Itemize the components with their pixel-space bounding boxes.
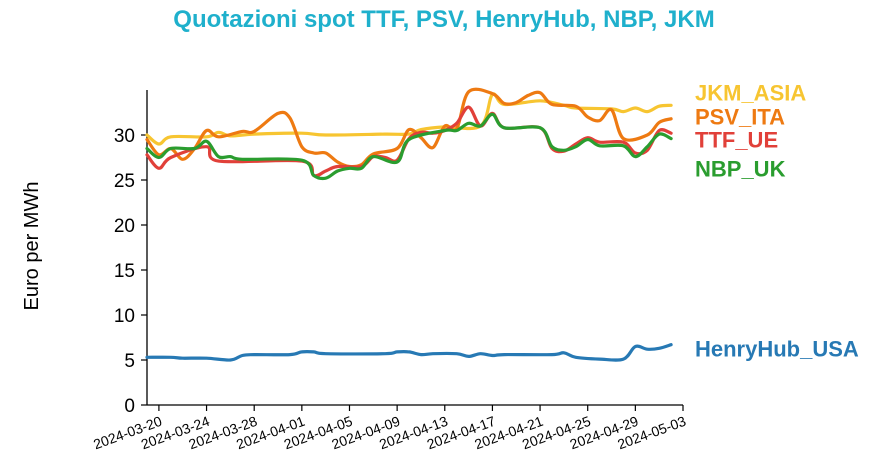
- series-lines: [145, 87, 673, 362]
- series-line: [145, 87, 673, 169]
- series-label: JKM_ASIA: [695, 81, 806, 106]
- series-line: [145, 343, 673, 362]
- series-label: NBP_UK: [695, 157, 786, 182]
- y-tick-label: 0: [124, 396, 135, 417]
- series-label: HenryHub_USA: [695, 337, 859, 362]
- y-tick-label: 25: [114, 171, 135, 192]
- chart-title: Quotazioni spot TTF, PSV, HenryHub, NBP,…: [173, 6, 715, 33]
- y-tick-label: 15: [114, 261, 135, 282]
- ticks: 0510152025302024-03-202024-03-242024-03-…: [91, 126, 688, 452]
- series-label: PSV_ITA: [695, 105, 785, 130]
- axes: [146, 90, 683, 406]
- y-tick-label: 30: [114, 126, 135, 147]
- series-label: TTF_UE: [695, 128, 778, 153]
- y-tick-label: 10: [114, 306, 135, 327]
- series-line: [145, 112, 673, 181]
- y-tick-label: 5: [124, 351, 135, 372]
- y-tick-label: 20: [114, 216, 135, 237]
- y-axis-label: Euro per MWh: [21, 182, 43, 311]
